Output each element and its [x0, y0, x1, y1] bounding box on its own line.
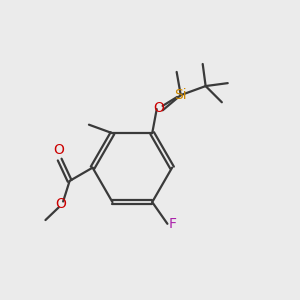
Text: O: O	[53, 142, 64, 157]
Text: Si: Si	[174, 88, 187, 102]
Text: F: F	[169, 217, 177, 231]
Text: O: O	[154, 100, 164, 115]
Text: O: O	[56, 197, 67, 212]
